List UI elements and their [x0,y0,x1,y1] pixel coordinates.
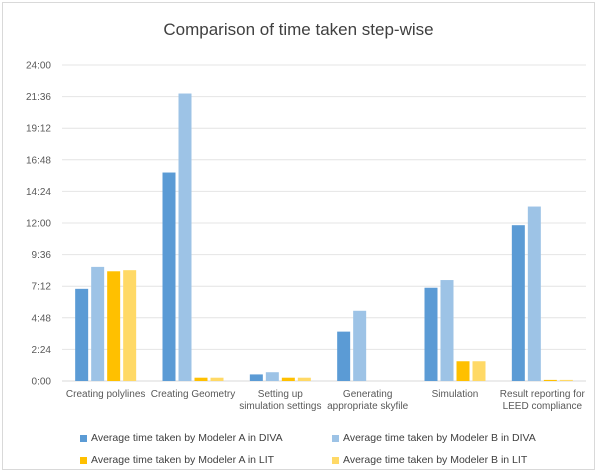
bar [559,379,573,381]
bar [353,310,367,381]
bar [440,280,454,381]
x-category-label: Setting up simulation settings [239,389,321,412]
x-category-label-line: Generating [343,389,392,400]
bar [456,361,470,381]
x-category-label-line: Result reporting for [500,389,586,400]
y-tick-label: 0:00 [32,377,52,388]
bar [543,379,557,381]
bar [91,266,105,381]
x-category-label-line: LEED compliance [503,401,583,412]
bar [424,287,438,381]
y-tick-label: 4:48 [32,313,52,324]
legend-item-modeler-a-lit: Average time taken by Modeler A in LIT [80,454,274,466]
legend-label: Average time taken by Modeler A in DIVA [91,432,283,444]
x-category-label: Result reporting for LEED compliance [500,389,586,412]
bar [297,377,311,381]
legend-item-modeler-b-diva: Average time taken by Modeler B in DIVA [332,432,536,444]
y-tick-label: 21:36 [26,92,51,103]
legend-item-modeler-b-lit: Average time taken by Modeler B in LIT [332,454,527,466]
bar [472,361,486,381]
x-category-label-line: simulation settings [239,401,321,412]
bar [178,93,192,382]
bar [123,270,137,381]
bar [511,225,525,381]
legend-swatch [332,456,339,464]
bar [337,331,351,381]
y-tick-label: 14:24 [26,187,51,198]
x-category-label-line: appropriate skyfile [327,401,409,412]
legend-label: Average time taken by Modeler A in LIT [91,454,275,466]
bar [281,377,295,381]
x-category-label: Simulation [432,389,479,400]
y-tick-label: 2:24 [32,345,52,356]
legend-label: Average time taken by Modeler B in LIT [343,454,528,466]
legend-swatch [80,456,87,464]
legend-item-modeler-a-diva: Average time taken by Modeler A in DIVA [80,432,283,444]
y-tick-label: 24:00 [26,61,51,72]
x-category-label-line: Setting up [258,389,303,400]
bar [210,377,224,381]
bar [194,377,208,381]
y-tick-label: 12:00 [26,219,51,230]
x-category-label-line: Creating Geometry [151,389,235,400]
x-category-label: Generating appropriate skyfile [327,389,409,412]
y-tick-label: 9:36 [32,250,52,261]
legend-swatch [80,434,87,442]
legend-swatch [332,434,339,442]
bar [249,374,263,381]
y-tick-label: 16:48 [26,155,51,166]
y-tick-label: 7:12 [32,282,52,293]
bar [265,372,279,381]
y-tick-label: 19:12 [26,124,51,135]
x-category-label: Creating Geometry [151,389,235,400]
x-category-label-line: Creating polylines [66,389,146,400]
bar [107,271,121,381]
x-category-label: Creating polylines [66,389,146,400]
bar [527,206,541,381]
legend-label: Average time taken by Modeler B in DIVA [343,432,536,444]
chart-title: Comparison of time taken step-wise [163,20,434,39]
bar [162,172,176,381]
bar [75,288,89,381]
x-category-label-line: Simulation [432,389,479,400]
